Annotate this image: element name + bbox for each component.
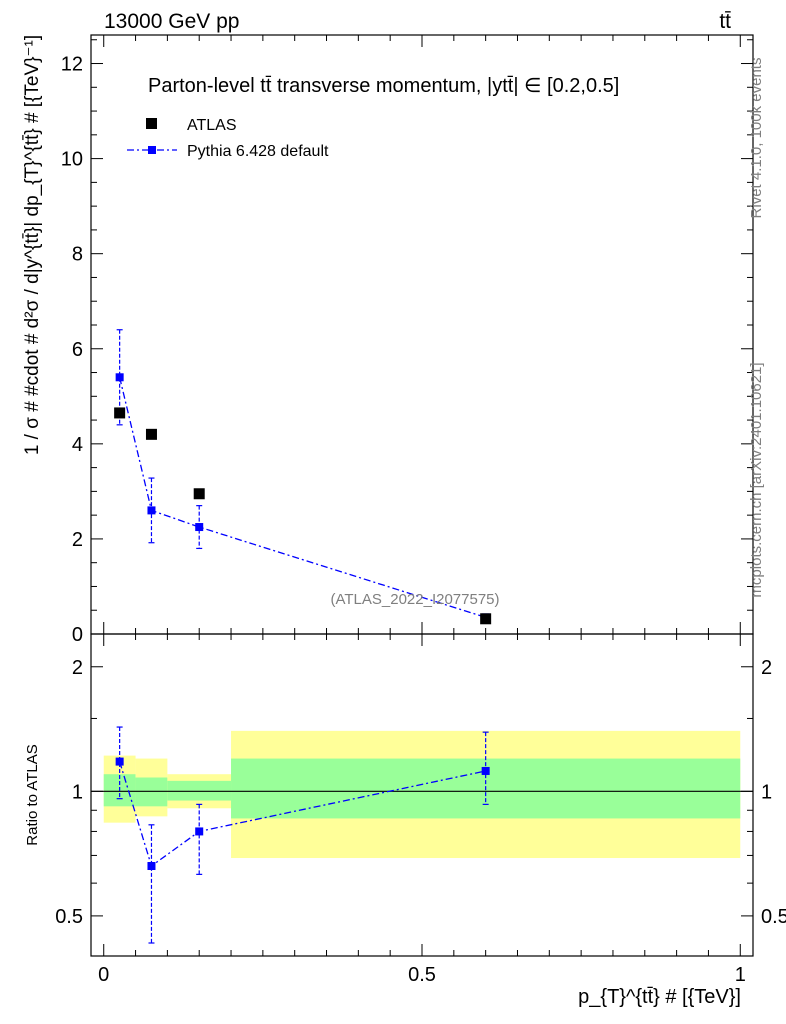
ratio-uncertainty-bands <box>91 730 753 859</box>
atlas-point <box>145 428 157 440</box>
pythia-ratio-point <box>195 827 204 836</box>
process-label: tt̄ <box>719 10 731 33</box>
y-tick-label-ratio-right: 2 <box>761 657 772 679</box>
pythia-line <box>119 377 486 618</box>
y-tick-label-main: 10 <box>61 149 83 171</box>
pythia-point <box>147 506 156 515</box>
rivet-version-label: Rivet 4.1.0, 100k events <box>748 58 765 219</box>
analysis-watermark: (ATLAS_2022_I2077575) <box>330 591 499 608</box>
x-tick-label: 1 <box>735 964 746 986</box>
pythia-ratio-point <box>147 862 156 871</box>
legend-pythia-label: Pythia 6.428 default <box>187 143 329 160</box>
atlas-point <box>114 407 126 419</box>
mcplots-source-label: mcplots.cern.ch [arXiv:2401.10621] <box>748 362 765 597</box>
legend-pythia-marker <box>148 146 156 154</box>
y-tick-label-ratio: 1 <box>72 781 83 803</box>
y-tick-label-main: 8 <box>72 244 83 266</box>
y-axis-label-ratio: Ratio to ATLAS <box>24 744 41 845</box>
atlas-main-series <box>114 407 492 625</box>
energy-label: 13000 GeV pp <box>104 10 239 33</box>
pythia-point <box>115 373 124 382</box>
y-tick-label-main: 12 <box>61 54 83 76</box>
y-tick-label-ratio: 2 <box>72 657 83 679</box>
pythia-point <box>195 523 204 532</box>
y-tick-label-ratio-right: 0.5 <box>761 906 786 928</box>
y-tick-label-ratio: 0.5 <box>55 906 83 928</box>
atlas-point <box>193 488 205 500</box>
y-tick-label-main: 2 <box>72 529 83 551</box>
legend: ATLAS Pythia 6.428 default <box>127 117 329 160</box>
pythia-ratio-point <box>115 757 124 766</box>
pythia-main-series <box>115 329 490 622</box>
y-tick-label-main: 6 <box>72 339 83 361</box>
x-tick-label: 0 <box>98 964 109 986</box>
y-tick-label-main: 4 <box>72 434 83 456</box>
y-axis-label-main: 1 / σ # #cdot # d²σ / d|y^{tt̄}| dp_{T}^… <box>22 35 43 455</box>
x-axis-label: p_{T}^{tt̄} # [{TeV}] <box>578 986 741 1008</box>
plot-title: Parton-level tt̄ transverse momentum, |y… <box>148 75 619 97</box>
pythia-ratio-point <box>481 766 490 775</box>
y-tick-label-ratio-right: 1 <box>761 781 772 803</box>
legend-atlas-marker <box>146 118 157 129</box>
x-tick-label: 0.5 <box>408 964 436 986</box>
legend-atlas-label: ATLAS <box>187 117 237 134</box>
pythia-ratio-line <box>119 761 486 868</box>
ratio-band-green <box>167 780 232 801</box>
y-tick-label-main: 0 <box>72 624 83 646</box>
pythia-ratio-series <box>115 726 490 944</box>
atlas-point <box>480 613 492 625</box>
